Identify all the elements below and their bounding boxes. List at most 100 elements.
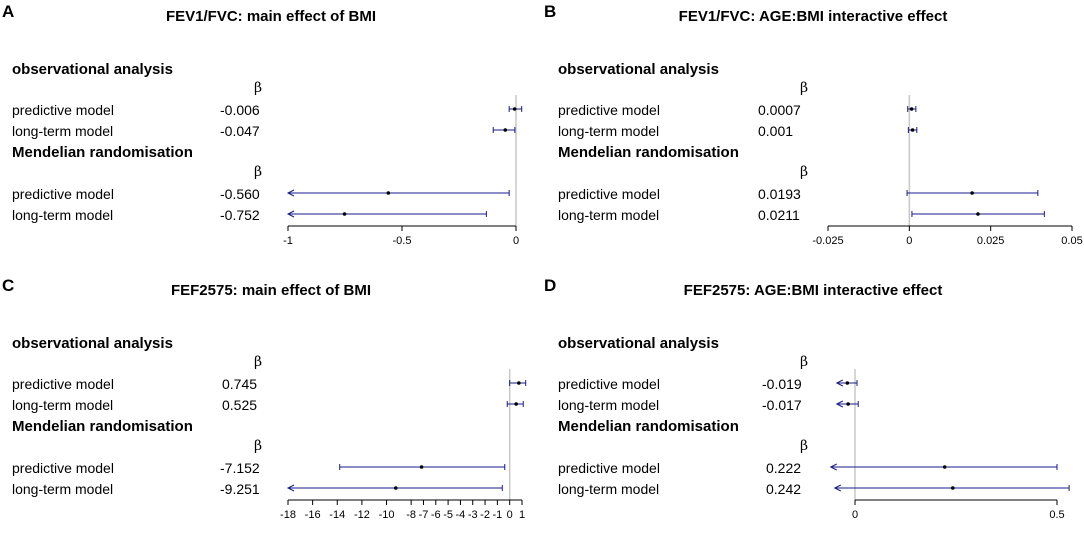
observational-heading: observational analysis	[558, 335, 719, 352]
row-value: -0.560	[220, 186, 260, 202]
row-label: long-term model	[12, 397, 114, 413]
row-value: 0.525	[222, 397, 258, 413]
panel-letter: B	[544, 2, 557, 21]
row-value: 0.0007	[758, 102, 801, 118]
observational-heading: observational analysis	[558, 61, 719, 78]
observational-heading: observational analysis	[12, 61, 173, 78]
x-axis-tick-label: -3	[468, 509, 478, 521]
row-value: -7.152	[220, 460, 260, 476]
x-axis-tick-label: 0.05	[1061, 235, 1082, 247]
row-label: long-term model	[558, 397, 660, 413]
point-estimate	[517, 381, 521, 385]
x-axis-tick-label: -16	[305, 509, 321, 521]
x-axis-tick-label: 1	[519, 509, 525, 521]
point-estimate	[386, 191, 391, 195]
panel-letter: A	[2, 2, 15, 21]
panel-c: C FEF2575: main effect of BMI observatio…	[0, 274, 542, 535]
point-estimate	[342, 212, 347, 216]
row-label: predictive model	[12, 376, 114, 392]
x-axis-tick-label: 0	[507, 509, 513, 521]
beta-header-obs: β	[800, 354, 809, 370]
x-axis-tick-label: -2	[480, 509, 490, 521]
beta-header-mr: β	[800, 438, 809, 454]
forest-plot: -18 -16 -14 -12 -10 -8 -7 -6 -5 -4 -3 -2 -1 0 1	[280, 369, 527, 521]
ci-lower-arrow	[286, 210, 295, 218]
point-estimate	[910, 128, 915, 132]
row-label: predictive model	[12, 186, 114, 202]
row-label: long-term model	[558, 481, 660, 497]
point-estimate	[514, 402, 518, 406]
mendelian-heading: Mendelian randomisation	[558, 418, 739, 435]
x-axis-tick-label: -8	[406, 509, 416, 521]
point-estimate	[846, 402, 850, 406]
point-estimate	[970, 191, 974, 195]
row-label: predictive model	[558, 186, 660, 202]
beta-header-mr: β	[254, 438, 263, 454]
point-estimate	[909, 107, 914, 111]
panel-d: D FEF2575: AGE:BMI interactive effect ob…	[542, 274, 1084, 535]
x-axis-tick-label: 0.5	[1049, 509, 1064, 521]
ci-lower-arrow	[286, 189, 295, 197]
x-axis-tick-label: -18	[280, 509, 296, 521]
beta-header-obs: β	[254, 354, 263, 370]
x-axis-tick-label: -10	[379, 509, 395, 521]
x-axis-tick-label: -12	[354, 509, 370, 521]
row-label: long-term model	[558, 207, 660, 223]
row-value: -0.752	[220, 207, 260, 223]
point-estimate	[503, 128, 508, 132]
x-axis-tick-label: 0	[852, 509, 858, 521]
panel-title: FEV1/FVC: main effect of BMI	[165, 8, 377, 25]
ci-lower-arrow	[833, 484, 842, 492]
point-estimate	[942, 465, 947, 469]
x-axis-tick-label: -0.025	[812, 235, 843, 247]
forest-plot: 0 0.5	[829, 369, 1070, 521]
row-value: 0.001	[758, 123, 794, 139]
row-value: -9.251	[220, 481, 260, 497]
ci-lower-arrow	[829, 463, 837, 471]
row-value: -0.017	[762, 397, 802, 413]
row-label: predictive model	[558, 460, 660, 476]
row-label: long-term model	[558, 123, 660, 139]
panel-a: A FEV1/FVC: main effect of BMI observati…	[0, 0, 542, 261]
row-value: -0.006	[220, 102, 260, 118]
point-estimate	[419, 465, 424, 469]
panel-title: FEF2575: main effect of BMI	[170, 282, 372, 299]
beta-header-obs: β	[254, 80, 263, 96]
ci-lower-arrow	[835, 379, 844, 387]
x-axis-tick-label: 0.025	[977, 235, 1005, 247]
x-axis-tick-label: -7	[419, 509, 429, 521]
forest-plot: -1 -0.5 0	[283, 95, 523, 247]
beta-header-mr: β	[800, 164, 809, 180]
panel-b: B FEV1/FVC: AGE:BMI interactive effect o…	[542, 0, 1084, 261]
beta-header-obs: β	[800, 80, 809, 96]
forest-plot: -0.025 0 0.025 0.05	[812, 95, 1083, 247]
panel-letter: D	[544, 276, 557, 295]
row-value: -0.047	[220, 123, 260, 139]
ci-lower-arrow	[835, 400, 844, 408]
panel-title: FEV1/FVC: AGE:BMI interactive effect	[678, 8, 948, 25]
row-label: long-term model	[12, 481, 114, 497]
point-estimate	[950, 486, 955, 490]
x-axis-tick-label: -1	[283, 235, 293, 247]
x-axis-tick-label: 0	[906, 235, 912, 247]
row-label: predictive model	[558, 376, 660, 392]
point-estimate	[393, 486, 398, 490]
x-axis-tick-label: -1	[492, 509, 502, 521]
row-value: 0.242	[766, 481, 802, 497]
x-axis-tick-label: -0.5	[393, 235, 412, 247]
x-axis-tick-label: -4	[456, 509, 466, 521]
row-label: long-term model	[12, 207, 114, 223]
row-value: -0.019	[762, 376, 802, 392]
x-axis-tick-label: -14	[329, 509, 345, 521]
row-value: 0.222	[766, 460, 802, 476]
panel-letter: C	[2, 276, 15, 295]
x-axis-tick-label: 0	[513, 235, 519, 247]
beta-header-mr: β	[254, 164, 263, 180]
point-estimate	[976, 212, 980, 216]
x-axis-tick-label: -6	[431, 509, 441, 521]
observational-heading: observational analysis	[12, 335, 173, 352]
row-label: long-term model	[12, 123, 114, 139]
mendelian-heading: Mendelian randomisation	[12, 418, 193, 435]
ci-lower-arrow	[286, 484, 295, 492]
mendelian-heading: Mendelian randomisation	[558, 144, 739, 161]
